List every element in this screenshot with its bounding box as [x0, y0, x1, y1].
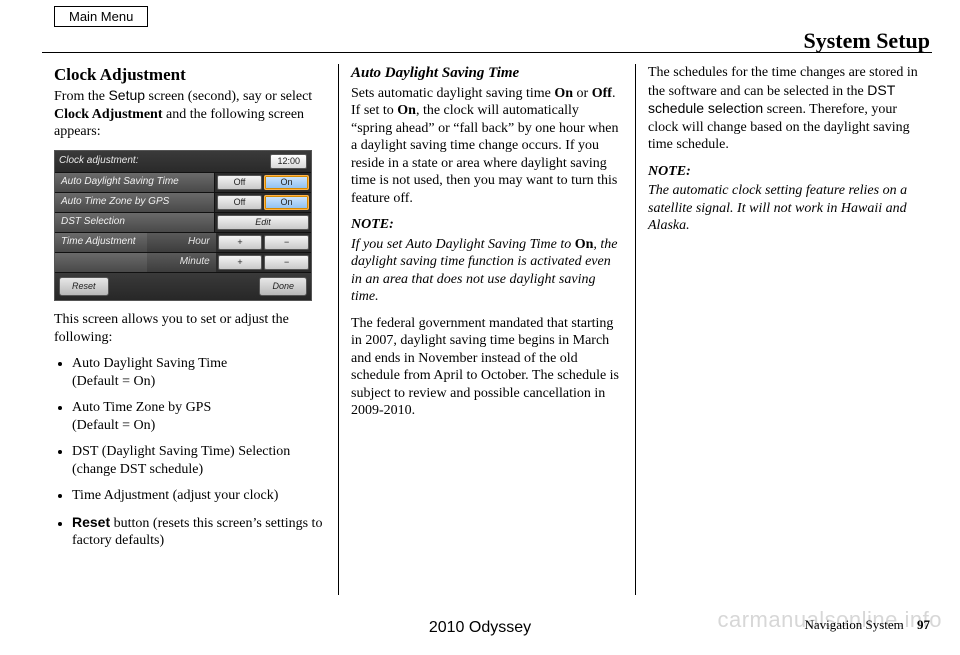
minute-minus-button[interactable]: −: [264, 255, 309, 270]
bullet-sub: (Default = On): [72, 418, 155, 433]
content-columns: Clock Adjustment From the Setup screen (…: [42, 64, 932, 595]
hour-minus-button[interactable]: −: [264, 235, 309, 250]
auto-dst-on-button[interactable]: On: [264, 175, 309, 190]
nav-btns-minute: + −: [216, 253, 311, 272]
done-button[interactable]: Done: [259, 277, 307, 296]
intro-text-1: From the: [54, 89, 108, 104]
clock-adjustment-intro: From the Setup screen (second), say or s…: [54, 87, 326, 141]
nav-top-bar: Clock adjustment: 12:00: [55, 151, 311, 173]
p1-on2: On: [397, 103, 416, 118]
p1d: , the clock will automatically “spring a…: [351, 103, 618, 206]
intro-text-2: screen (second), say or select: [145, 89, 312, 104]
p1b: or: [573, 86, 592, 101]
auto-tz-on-button[interactable]: On: [264, 195, 309, 210]
nav-screen-title: Clock adjustment:: [59, 155, 138, 168]
nav-sub-minute: Minute: [147, 253, 216, 272]
reset-button[interactable]: Reset: [59, 277, 109, 296]
clock-adjustment-heading: Clock Adjustment: [54, 64, 326, 85]
bullet-text: button (resets this screen’s settings to…: [72, 516, 322, 549]
note-text: If you set Auto Daylight Saving Time to …: [351, 236, 623, 306]
bullet-auto-tz: Auto Time Zone by GPS (Default = On): [72, 399, 326, 434]
bullet-dst-sel: DST (Daylight Saving Time) Selection (ch…: [72, 443, 326, 478]
bullet-text: DST (Daylight Saving Time) Selection: [72, 444, 290, 459]
column-1: Clock Adjustment From the Setup screen (…: [42, 64, 338, 595]
footer-section: Navigation System: [804, 617, 903, 632]
nav-row-auto-dst: Auto Daylight Saving Time Off On: [55, 173, 311, 193]
nav-screenshot: Clock adjustment: 12:00 Auto Daylight Sa…: [54, 150, 312, 302]
bullet-sub: (Default = On): [72, 374, 155, 389]
bullet-auto-dst: Auto Daylight Saving Time (Default = On): [72, 355, 326, 390]
note-label-3: NOTE:: [648, 163, 920, 181]
nav-row-dst-sel: DST Selection Edit: [55, 213, 311, 233]
hour-plus-button[interactable]: +: [218, 235, 263, 250]
main-menu-button[interactable]: Main Menu: [54, 6, 148, 27]
page-title: System Setup: [803, 28, 930, 54]
p1-on: On: [554, 86, 573, 101]
nav-row-auto-tz: Auto Time Zone by GPS Off On: [55, 193, 311, 213]
setup-label: Setup: [108, 87, 145, 103]
auto-tz-off-button[interactable]: Off: [217, 195, 262, 210]
nav-label-auto-dst: Auto Daylight Saving Time: [55, 173, 215, 192]
nav-label-time-adj: Time Adjustment: [55, 233, 147, 252]
auto-dst-off-button[interactable]: Off: [217, 175, 262, 190]
bullet-text: Time Adjustment (adjust your clock): [72, 488, 278, 503]
note-a: If you set Auto Daylight Saving Time to: [351, 237, 575, 252]
nav-label-dst-sel: DST Selection: [55, 213, 215, 232]
footer-page: Navigation System 97: [804, 617, 930, 633]
p1-off: Off: [592, 86, 612, 101]
bullet-sub: (change DST schedule): [72, 462, 203, 477]
auto-dst-paragraph: Sets automatic daylight saving time On o…: [351, 85, 623, 208]
nav-clock: 12:00: [270, 154, 307, 169]
note-label: NOTE:: [351, 216, 623, 234]
clock-adjustment-bold: Clock Adjustment: [54, 107, 163, 122]
bullet-text: Auto Daylight Saving Time: [72, 356, 227, 371]
note-text-3: The automatic clock setting feature reli…: [648, 182, 920, 235]
nav-label-time-adj-cont: [55, 253, 147, 272]
column-3: The schedules for the time changes are s…: [635, 64, 932, 595]
nav-time-adjustment: Time Adjustment Hour + − Minute +: [55, 233, 311, 273]
auto-dst-heading: Auto Daylight Saving Time: [351, 64, 623, 83]
after-shot-text: This screen allows you to set or adjust …: [54, 311, 326, 346]
bullet-time-adj: Time Adjustment (adjust your clock): [72, 487, 326, 505]
bullet-reset: Reset button (resets this screen’s setti…: [72, 514, 326, 550]
footer-page-number: 97: [917, 617, 930, 632]
minute-plus-button[interactable]: +: [218, 255, 263, 270]
nav-sub-hour: Hour: [147, 233, 216, 252]
schedules-paragraph: The schedules for the time changes are s…: [648, 64, 920, 154]
reset-bold: Reset: [72, 514, 110, 530]
divider-top: [42, 52, 932, 53]
nav-btns-auto-tz: Off On: [215, 193, 311, 212]
nav-btns-hour: + −: [216, 233, 311, 252]
nav-btns-auto-dst: Off On: [215, 173, 311, 192]
p1a: Sets automatic daylight saving time: [351, 86, 554, 101]
federal-paragraph: The federal government mandated that sta…: [351, 315, 623, 420]
bullet-text: Auto Time Zone by GPS: [72, 400, 211, 415]
nav-btns-dst-sel: Edit: [215, 213, 311, 232]
nav-footer: Reset Done: [55, 273, 311, 300]
column-2: Auto Daylight Saving Time Sets automatic…: [338, 64, 635, 595]
note-on: On: [575, 237, 594, 252]
settings-bullet-list: Auto Daylight Saving Time (Default = On)…: [54, 355, 326, 550]
nav-label-auto-tz: Auto Time Zone by GPS: [55, 193, 215, 212]
dst-edit-button[interactable]: Edit: [217, 215, 309, 230]
